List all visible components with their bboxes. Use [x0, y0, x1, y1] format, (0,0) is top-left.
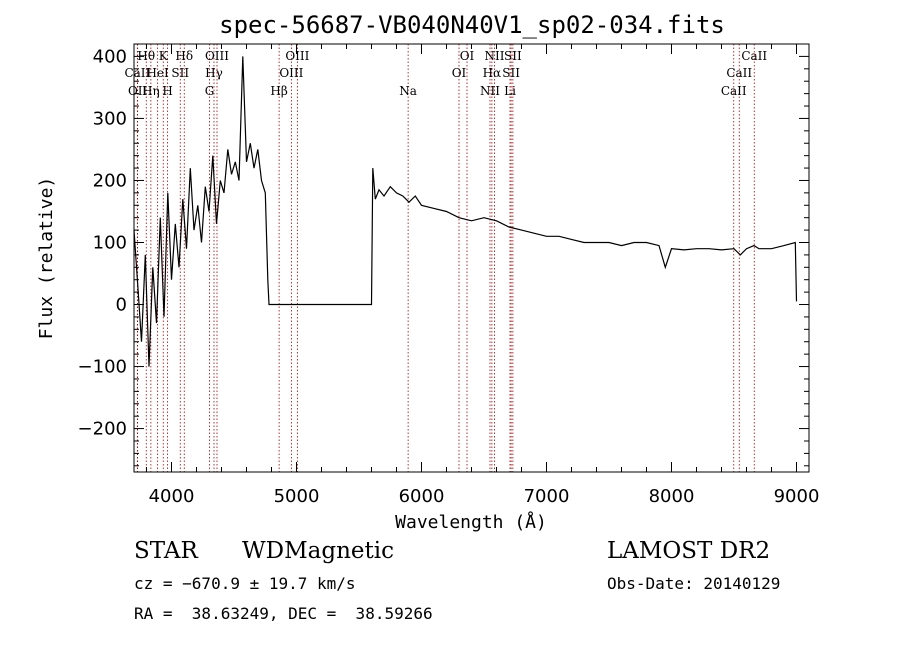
survey-name: LAMOST DR2 — [607, 538, 771, 564]
spectral-line-label: Hα — [483, 66, 502, 80]
spectral-line-label: Na — [399, 84, 417, 98]
x-tick-label: 4000 — [149, 486, 195, 507]
y-tick-label: −200 — [78, 419, 127, 440]
spectral-line-markers — [136, 44, 755, 472]
object-class: STAR — [134, 538, 198, 564]
x-tick-label: 9000 — [774, 486, 820, 507]
spectral-line-label: CaII — [721, 84, 747, 98]
y-tick-label: −100 — [78, 357, 127, 378]
y-tick-label: 300 — [93, 108, 127, 129]
x-axis-label: Wavelength (Å) — [395, 511, 547, 533]
spectral-line-label: NII — [485, 49, 505, 63]
redshift-cz: cz = −670.9 ± 19.7 km/s — [134, 574, 356, 593]
ra-dec: RA = 38.63249, DEC = 38.59266 — [134, 604, 433, 623]
y-tick-label: 0 — [116, 295, 127, 316]
spectral-line-label: Hδ — [175, 49, 193, 63]
spectral-line-label: SII — [502, 66, 520, 80]
spectral-line-label: Hη — [142, 84, 160, 98]
spectral-line-label: OIII — [279, 66, 303, 80]
spectral-line-label: H — [162, 84, 172, 98]
spectral-line-label: OI — [460, 49, 475, 63]
spectral-line-label: OII — [128, 84, 148, 98]
y-axis-label: Flux (relative) — [36, 177, 57, 340]
spectral-line-label: SII — [504, 49, 522, 63]
y-tick-label: 100 — [93, 232, 127, 253]
y-axis: −200 −100 0 100 200 300 400 — [78, 43, 809, 467]
plot-frame — [133, 43, 810, 473]
spectral-line-label: Hβ — [270, 84, 287, 98]
spectrum-line — [133, 56, 798, 367]
spectral-line-label: Hθ — [137, 49, 155, 63]
x-tick-label: 7000 — [524, 486, 570, 507]
spectral-line-label: CaII — [124, 66, 150, 80]
x-axis: 4000 5000 6000 7000 8000 9000 — [146, 44, 820, 507]
x-tick-label: 6000 — [399, 486, 445, 507]
y-tick-label: 400 — [93, 46, 127, 67]
spectral-line-label: CaII — [726, 66, 752, 80]
object-subclass: WDMagnetic — [242, 538, 394, 564]
spectral-line-label: OIII — [205, 49, 229, 63]
y-tick-label: 200 — [93, 170, 127, 191]
spectral-line-label: Li — [504, 84, 516, 98]
spectral-line-label: HeI — [146, 66, 169, 80]
x-tick-label: 8000 — [649, 486, 695, 507]
observation-date: Obs-Date: 20140129 — [607, 574, 781, 593]
spectral-line-label: OIII — [285, 49, 309, 63]
spectral-line-label: G — [205, 84, 215, 98]
x-tick-label: 5000 — [274, 486, 320, 507]
spectral-line-label: NII — [480, 84, 500, 98]
chart-title: spec-56687-VB040N40V1_sp02-034.fits — [219, 11, 725, 39]
spectral-line-label: OI — [452, 66, 467, 80]
spectral-line-label: SII — [171, 66, 189, 80]
spectral-line-label: K — [159, 49, 169, 63]
spectral-line-label: CaII — [741, 49, 767, 63]
spectral-line-label: Hγ — [205, 66, 223, 80]
